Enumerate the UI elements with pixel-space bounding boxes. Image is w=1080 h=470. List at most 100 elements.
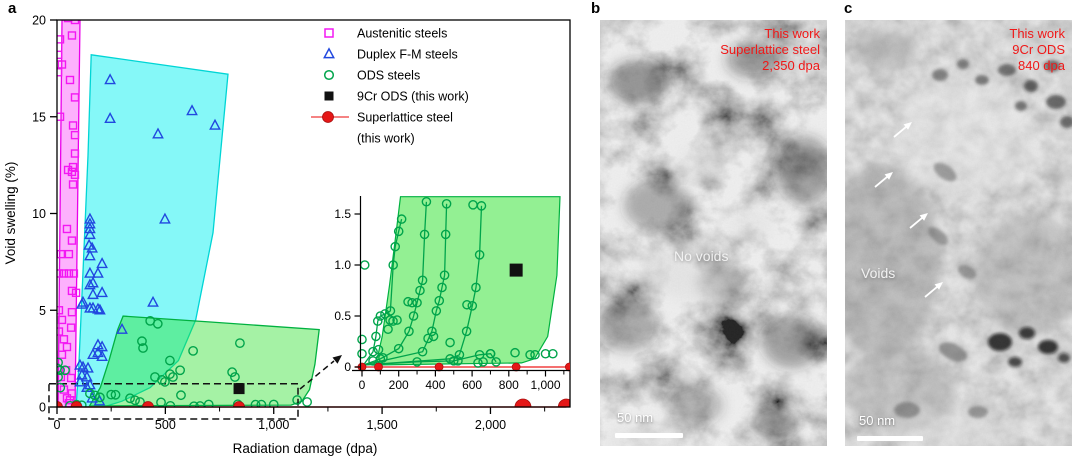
annotation-line: This work [1009, 26, 1065, 41]
duplex-point [84, 228, 96, 240]
inset-ods-point [417, 275, 428, 286]
legend-marker-triangle [323, 47, 335, 59]
superlattice-point [233, 401, 245, 407]
duplex-point [87, 348, 99, 360]
inset-ods-point [373, 344, 384, 355]
superlattice-point [57, 401, 63, 407]
superlattice-point [142, 401, 154, 407]
inset-ods-envelope [372, 196, 561, 366]
ods-point [188, 345, 199, 356]
inset-ods-point [421, 196, 432, 207]
ods-point [57, 372, 63, 382]
ods-point [57, 365, 65, 376]
inset-ods-point [461, 326, 472, 337]
austenitic-point [66, 373, 76, 383]
inset-ods-point [408, 311, 419, 321]
duplex-point [92, 346, 104, 358]
ods-point [250, 399, 261, 407]
annotation-line: 2,350 dpa [762, 58, 820, 73]
inset-ods-point [439, 270, 450, 281]
inset-ods-point [407, 297, 417, 308]
duplex-point [81, 370, 93, 382]
ods-point [60, 365, 70, 376]
duplex-point [76, 368, 88, 380]
inset-ods-trend-line [363, 201, 428, 366]
x-tick-label: 500 [155, 418, 176, 432]
ods-point [137, 336, 147, 347]
austenitic-point [62, 224, 72, 234]
legend: Austenitic steels Duplex F-M steels ODS st… [311, 27, 469, 146]
x-axis-title: Radiation damage (dpa) [233, 441, 378, 456]
panel-c-label: c [844, 0, 853, 17]
ods-point [227, 367, 238, 378]
duplex-point [152, 127, 164, 139]
inset-ods-point [393, 226, 404, 237]
austenitic-point [64, 269, 74, 278]
austenitic-point [69, 269, 79, 278]
inset-ods-point [428, 331, 439, 342]
tem-image-9cr-ods: This work 9Cr ODS 840 dpa Voids 50 nm [845, 20, 1072, 446]
superlattice-point [557, 398, 570, 407]
inset-ods-point [540, 348, 551, 359]
inset-ods-point [412, 297, 422, 308]
legend-label: Superlattice steel [357, 111, 453, 125]
inset-ods-point [478, 357, 488, 367]
scatter-layer [57, 20, 570, 407]
annotation-line: 840 dpa [1018, 58, 1065, 73]
void-arrow-head [903, 122, 912, 130]
inset-ods-point [445, 337, 455, 348]
void-arrow-shaft [893, 125, 908, 138]
inset-ods-point [471, 282, 481, 293]
ods-point [165, 355, 175, 366]
tem-image-superlattice: This work Superlattice steel 2,350 dpa N… [600, 20, 827, 446]
austenitic-point [70, 170, 80, 180]
austenitic-point [57, 60, 67, 69]
tem-texture-c [845, 20, 1072, 446]
inset-ods-point [454, 349, 465, 360]
duplex-point [86, 241, 98, 253]
duplex-point [104, 73, 116, 85]
ods-point [152, 318, 163, 329]
void-arrow-shaft [924, 285, 939, 298]
zoom-region-box [48, 383, 299, 420]
panel-c-annotation: This work 9Cr ODS 840 dpa [1009, 26, 1065, 74]
austenitic-point [57, 35, 65, 44]
void-arrow-head [884, 172, 893, 180]
ods-point [85, 388, 95, 399]
inset-ods-point [380, 309, 390, 319]
austenitic-point [57, 68, 63, 77]
ods-9cr-point [233, 383, 245, 395]
duplex-point [84, 217, 96, 229]
voids-label: Voids [861, 265, 896, 281]
scalebar-label-c: 50 nm [859, 413, 896, 428]
austenitic-point [57, 350, 67, 359]
y-tick-label: 5 [39, 304, 46, 318]
austenitic-point [57, 327, 64, 336]
ods-point [106, 389, 117, 400]
inset-y-tick-label: 0.5 [334, 309, 351, 323]
inset-ods-9cr-point [509, 263, 523, 277]
inset-ods-point [448, 356, 459, 366]
inset-x-tick-label: 400 [425, 378, 445, 392]
duplex-point [87, 301, 99, 313]
inset-ods-point [525, 349, 535, 360]
duplex-point [74, 375, 86, 387]
ods-point [125, 393, 135, 404]
legend-marker-square [324, 28, 334, 38]
inset-superlattice-point [565, 362, 570, 372]
ods-point [235, 338, 245, 349]
duplex-point [96, 286, 108, 298]
austenitic-point [70, 130, 80, 140]
austenitic-point [67, 236, 77, 245]
inset-ods-point [359, 260, 370, 270]
superlattice-point [514, 398, 532, 407]
duplex-envelope [75, 54, 229, 407]
inset-ods-point [467, 300, 478, 311]
duplex-point [147, 295, 159, 307]
inset-ods-point [473, 358, 483, 368]
legend-marker-dot [322, 111, 334, 123]
y-tick-label: 20 [32, 14, 46, 28]
legend-label: Austenitic steels [357, 27, 447, 41]
inset-superlattice-point [374, 362, 383, 372]
